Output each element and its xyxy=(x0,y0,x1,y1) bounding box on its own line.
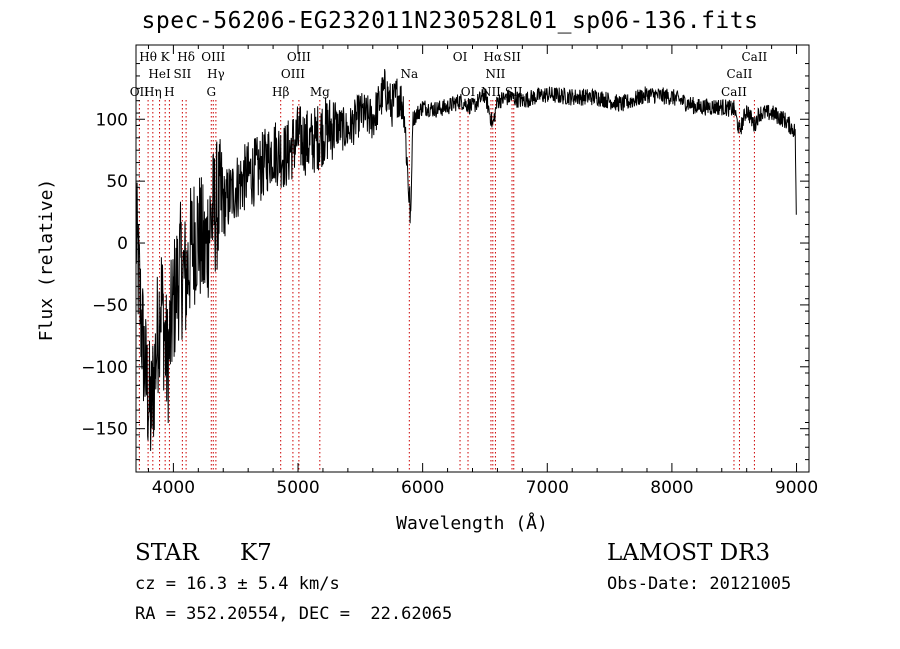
y-axis-label: Flux (relative) xyxy=(36,179,57,342)
line-marker-label: Hγ xyxy=(207,67,225,81)
x-tick-label: 7000 xyxy=(526,478,569,498)
y-tick-label: 50 xyxy=(106,172,128,192)
redshift-text: cz = 16.3 ± 5.4 km/s xyxy=(135,574,340,594)
line-marker-layer xyxy=(138,100,755,472)
line-marker-label: NII xyxy=(485,67,505,81)
line-marker-label: Hη xyxy=(144,85,162,99)
spectrum-line xyxy=(135,69,797,451)
y-tick-label: −50 xyxy=(92,296,128,316)
line-marker-label: K xyxy=(161,50,171,64)
line-marker-label: Na xyxy=(400,67,418,81)
line-marker-label: CaII xyxy=(721,85,747,99)
line-marker-label: Hβ xyxy=(272,85,289,99)
line-marker-label: OI xyxy=(453,50,468,64)
y-tick-label: 0 xyxy=(117,234,128,254)
line-marker-label: OII xyxy=(130,85,150,99)
line-marker-label: SII xyxy=(503,50,521,64)
line-marker-label: G xyxy=(206,85,216,99)
line-marker-label: OI xyxy=(461,85,476,99)
ticks-layer: 4000 5000 6000 7000 8000 9000 −150 −100 −50 0 50 10… xyxy=(81,45,818,498)
line-marker-label: OIII xyxy=(281,67,305,81)
line-marker-label: CaII xyxy=(727,67,753,81)
survey-name: LAMOST DR3 xyxy=(607,540,771,566)
line-marker-label: Hθ xyxy=(139,50,157,64)
x-axis-label: Wavelength (Å) xyxy=(396,512,548,534)
x-tick-label: 4000 xyxy=(152,478,195,498)
line-marker-label: HeI xyxy=(148,67,171,81)
line-marker-label: SII xyxy=(174,67,192,81)
y-tick-label: −150 xyxy=(81,420,128,440)
line-marker-label: OIII xyxy=(201,50,225,64)
y-tick-label: −100 xyxy=(81,358,128,378)
x-tick-label: 5000 xyxy=(276,478,319,498)
obs-date-text: Obs-Date: 20121005 xyxy=(607,574,792,594)
line-marker-label: H xyxy=(164,85,174,99)
line-marker-label: Mg xyxy=(310,85,330,99)
x-tick-label: 6000 xyxy=(401,478,444,498)
x-tick-label: 8000 xyxy=(650,478,693,498)
coordinates-text: RA = 352.20554, DEC = 22.62065 xyxy=(135,604,453,624)
chart-title: spec-56206-EG232011N230528L01_sp06-136.f… xyxy=(141,8,759,34)
series-layer xyxy=(135,69,797,451)
y-tick-label: 100 xyxy=(96,110,128,130)
line-marker-label: OIII xyxy=(287,50,311,64)
line-marker-label: Hα xyxy=(484,50,503,64)
object-class: STAR xyxy=(135,540,199,566)
line-marker-label: Hδ xyxy=(177,50,195,64)
x-tick-label: 9000 xyxy=(775,478,818,498)
object-subclass: K7 xyxy=(240,540,272,566)
line-marker-label: CaII xyxy=(741,50,767,64)
